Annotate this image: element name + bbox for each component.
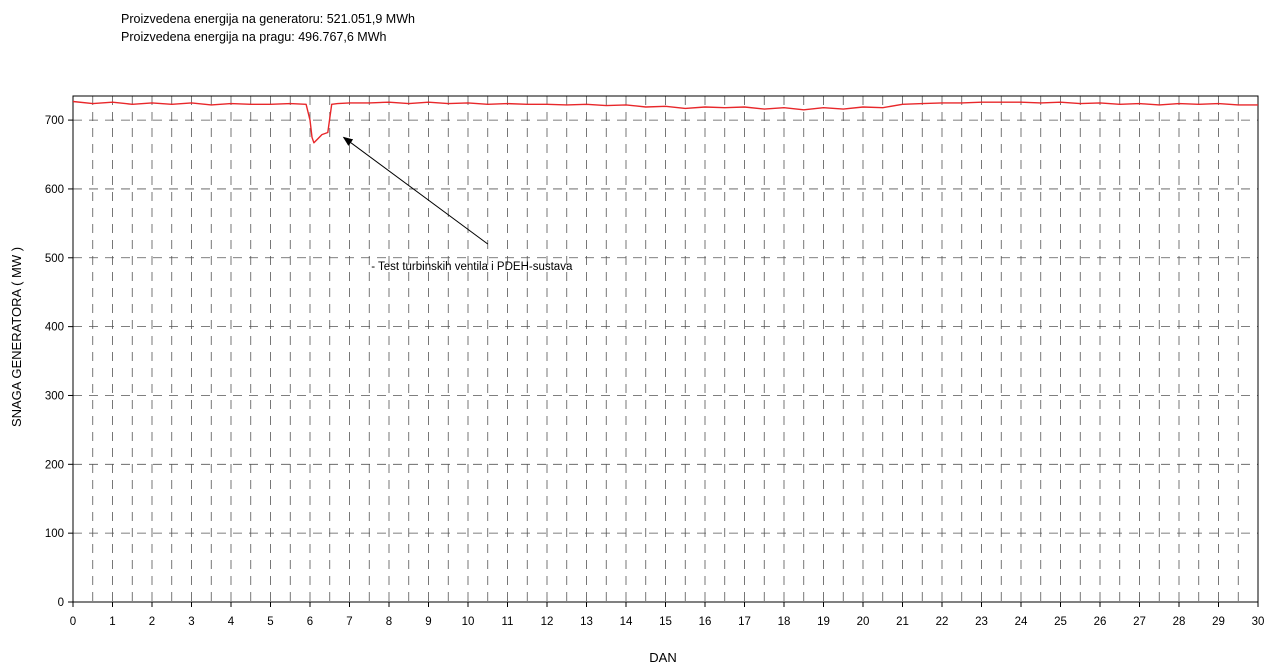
x-tick-label: 30: [1252, 616, 1265, 628]
x-tick-label: 13: [580, 616, 593, 628]
y-tick-label: 300: [45, 390, 64, 402]
x-tick-label: 11: [502, 616, 514, 628]
x-tick-label: 5: [267, 616, 273, 628]
power-series-line: [72, 100, 1258, 144]
x-tick-label: 6: [307, 616, 313, 628]
x-tick-label: 12: [541, 616, 554, 628]
x-tick-label: 29: [1212, 616, 1225, 628]
x-tick-label: 7: [346, 616, 352, 628]
plot-frame: [72, 95, 1259, 603]
chart-series: [72, 100, 1258, 144]
chart-annotations: - Test turbinskih ventila i PDEH-sustava: [342, 136, 573, 273]
y-axis-label: SNAGA GENERATORA ( MW ): [9, 247, 24, 427]
x-tick-label: 2: [149, 616, 155, 628]
x-axis-label: DAN: [649, 650, 676, 665]
x-tick-label: 14: [620, 616, 633, 628]
x-tick-label: 18: [778, 616, 791, 628]
x-tick-label: 9: [425, 616, 431, 628]
annotation-text: - Test turbinskih ventila i PDEH-sustava: [371, 261, 573, 273]
x-tick-label: 19: [817, 616, 830, 628]
x-tick-label: 15: [659, 616, 672, 628]
x-tick-label: 1: [109, 616, 115, 628]
x-tick-label: 4: [228, 616, 235, 628]
y-tick-label: 500: [45, 253, 64, 265]
x-tick-label: 3: [188, 616, 194, 628]
x-tick-label: 0: [70, 616, 76, 628]
y-tick-label: 700: [45, 115, 64, 127]
y-tick-label: 200: [45, 459, 64, 471]
x-tick-label: 10: [462, 616, 475, 628]
energy-summary: Proizvedena energija na generatoru: 521.…: [121, 10, 415, 46]
x-tick-label: 21: [896, 616, 909, 628]
x-tick-label: 16: [699, 616, 712, 628]
chart-axes: 0 1 2 3 4 5 6 7 8 9 10 11 12 13 14 15 16 17 18 19 20 21 22 23 24…: [45, 115, 1265, 628]
x-tick-label: 8: [386, 616, 392, 628]
x-tick-label: 22: [936, 616, 949, 628]
x-tick-label: 17: [738, 616, 751, 628]
energy-generator-text: Proizvedena energija na generatoru: 521.…: [121, 12, 415, 26]
x-tick-label: 20: [857, 616, 870, 628]
annotation-arrow: [342, 136, 489, 245]
x-tick-label: 26: [1094, 616, 1107, 628]
y-tick-label: 100: [45, 528, 64, 540]
chart-grid: [73, 96, 1258, 602]
x-tick-label: 23: [975, 616, 988, 628]
y-tick-label: 0: [58, 597, 64, 609]
x-tick-label: 25: [1054, 616, 1067, 628]
y-tick-label: 400: [45, 322, 64, 334]
x-tick-label: 24: [1015, 616, 1028, 628]
y-tick-label: 600: [45, 184, 64, 196]
x-tick-label: 28: [1173, 616, 1186, 628]
x-tick-label: 27: [1133, 616, 1146, 628]
energy-threshold-text: Proizvedena energija na pragu: 496.767,6…: [121, 30, 387, 44]
